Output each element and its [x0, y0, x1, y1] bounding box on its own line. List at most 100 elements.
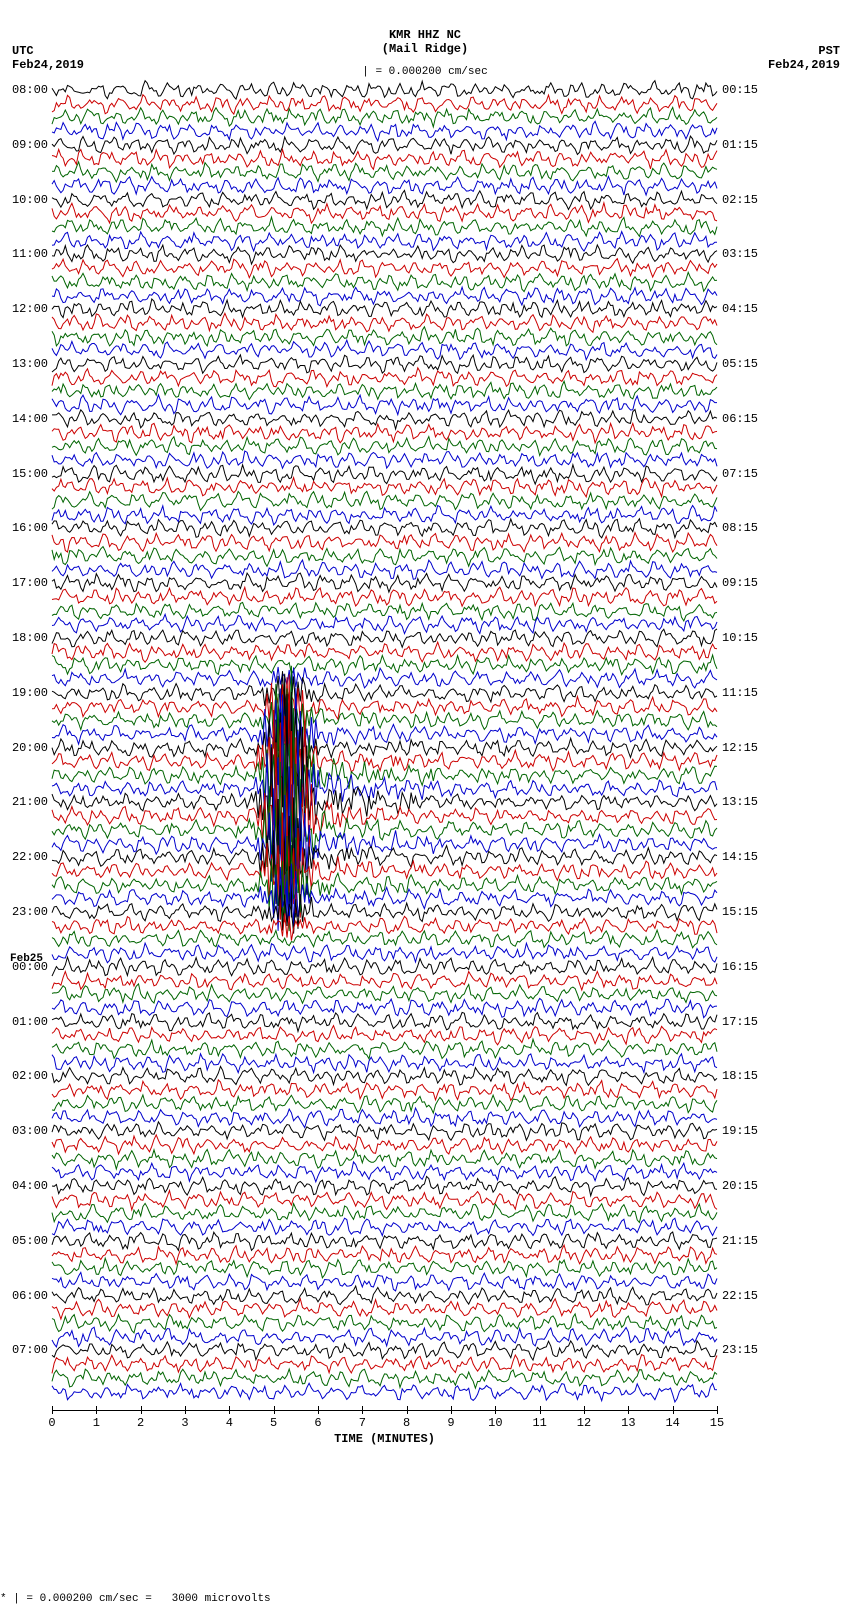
pst-hour-label: 15:15 [722, 906, 758, 918]
seismic-trace [52, 474, 717, 476]
seismic-trace [52, 1076, 717, 1078]
seismic-trace [52, 1159, 717, 1161]
seismic-trace [52, 844, 717, 846]
pst-hour-label: 14:15 [722, 851, 758, 863]
seismic-trace [52, 501, 717, 503]
utc-hour-label: 18:00 [10, 632, 48, 644]
seismic-trace [52, 1337, 717, 1339]
seismic-trace [52, 611, 717, 613]
seismic-trace [52, 1172, 717, 1174]
pst-hour-label: 09:15 [722, 577, 758, 589]
seismic-trace [52, 994, 717, 996]
utc-hour-label: 02:00 [10, 1070, 48, 1082]
seismic-trace [52, 145, 717, 147]
x-tick [673, 1406, 674, 1414]
seismic-trace [52, 405, 717, 407]
seismic-trace [52, 816, 717, 818]
x-axis-line [52, 1410, 717, 1411]
x-tick [495, 1406, 496, 1414]
pst-hour-label: 18:15 [722, 1070, 758, 1082]
x-tick [52, 1406, 53, 1414]
seismic-trace [52, 679, 717, 681]
seismic-trace [52, 1090, 717, 1092]
helicorder-plot [52, 90, 717, 1408]
seismic-trace [52, 1392, 717, 1394]
seismic-trace [52, 364, 717, 366]
seismic-trace [52, 515, 717, 517]
seismic-trace [52, 104, 717, 106]
title-block: KMR HHZ NC (Mail Ridge) [0, 28, 850, 57]
footer-text: * | = 0.000200 cm/sec = 3000 microvolts [0, 1593, 271, 1605]
utc-hour-label: 03:00 [10, 1125, 48, 1137]
x-tick [318, 1406, 319, 1414]
scale-legend: | = 0.000200 cm/sec [0, 66, 850, 78]
x-tick [96, 1406, 97, 1414]
x-tick-label: 10 [488, 1416, 502, 1430]
pst-hour-label: 06:15 [722, 413, 758, 425]
seismic-trace [52, 693, 717, 695]
seismic-trace [52, 597, 717, 599]
seismic-trace [52, 1049, 717, 1051]
seismic-trace [52, 898, 717, 900]
x-tick-label: 3 [181, 1416, 188, 1430]
seismic-trace [52, 939, 717, 941]
x-tick-label: 1 [93, 1416, 100, 1430]
seismic-trace [52, 830, 717, 832]
x-tick-label: 5 [270, 1416, 277, 1430]
utc-hour-label: 14:00 [10, 413, 48, 425]
x-tick-label: 6 [314, 1416, 321, 1430]
seismic-trace [52, 1131, 717, 1133]
seismic-trace [52, 570, 717, 572]
x-tick [407, 1406, 408, 1414]
pst-hour-label: 13:15 [722, 796, 758, 808]
seismic-trace [52, 953, 717, 955]
pst-hour-label: 08:15 [722, 522, 758, 534]
x-axis-title: TIME (MINUTES) [334, 1432, 435, 1446]
location-title: (Mail Ridge) [0, 42, 850, 56]
seismic-trace [52, 296, 717, 298]
utc-hour-label: 06:00 [10, 1290, 48, 1302]
seismic-trace [52, 1282, 717, 1284]
utc-hour-label: 22:00 [10, 851, 48, 863]
pst-hour-label: 07:15 [722, 468, 758, 480]
seismogram-container: UTC Feb24,2019 PST Feb24,2019 KMR HHZ NC… [0, 0, 850, 1613]
seismic-trace [52, 213, 717, 215]
seismic-trace [52, 337, 717, 339]
seismic-trace [52, 652, 717, 654]
seismic-trace [52, 1104, 717, 1106]
seismic-trace [52, 638, 717, 640]
seismic-trace [52, 542, 717, 544]
utc-hour-label: 10:00 [10, 194, 48, 206]
x-tick [362, 1406, 363, 1414]
x-tick [717, 1406, 718, 1414]
seismic-trace [52, 1364, 717, 1366]
seismic-trace [52, 268, 717, 270]
pst-hour-label: 01:15 [722, 139, 758, 151]
seismic-trace [52, 1268, 717, 1270]
seismic-trace [52, 1227, 717, 1229]
x-tick-label: 9 [447, 1416, 454, 1430]
utc-hour-label: 11:00 [10, 248, 48, 260]
seismic-trace [52, 241, 717, 243]
x-tick-label: 2 [137, 1416, 144, 1430]
seismic-trace [52, 912, 717, 914]
seismic-trace [52, 172, 717, 174]
seismic-trace [52, 528, 717, 530]
seismic-trace [52, 1145, 717, 1147]
seismic-trace [52, 309, 717, 311]
x-tick-label: 8 [403, 1416, 410, 1430]
pst-hour-label: 03:15 [722, 248, 758, 260]
x-tick [185, 1406, 186, 1414]
seismic-trace [52, 707, 717, 709]
x-tick [628, 1406, 629, 1414]
seismic-trace [52, 802, 717, 804]
utc-hour-label: 05:00 [10, 1235, 48, 1247]
seismic-trace [52, 1323, 717, 1325]
pst-hour-label: 11:15 [722, 687, 758, 699]
seismic-trace [52, 1378, 717, 1380]
seismic-trace [52, 117, 717, 119]
seismic-trace [52, 967, 717, 969]
utc-hour-label: 00:00 [10, 961, 48, 973]
seismic-trace [52, 391, 717, 393]
seismic-trace [52, 1296, 717, 1298]
